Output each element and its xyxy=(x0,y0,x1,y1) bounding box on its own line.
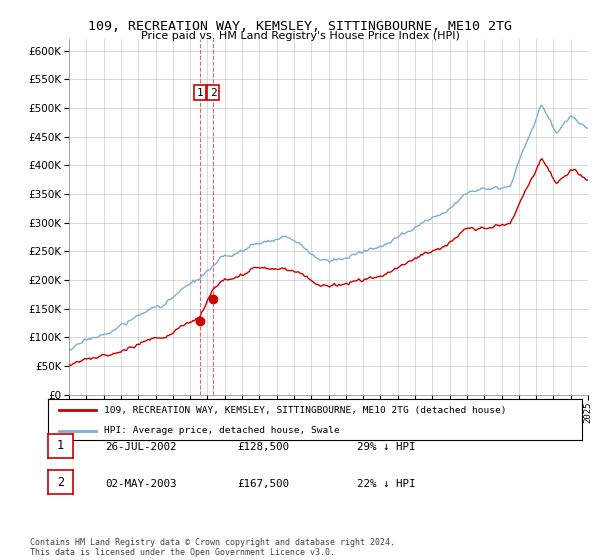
Text: £128,500: £128,500 xyxy=(237,442,289,452)
Text: 2: 2 xyxy=(210,87,217,97)
Text: 2: 2 xyxy=(57,475,64,489)
Text: £167,500: £167,500 xyxy=(237,479,289,489)
Text: Contains HM Land Registry data © Crown copyright and database right 2024.
This d: Contains HM Land Registry data © Crown c… xyxy=(30,538,395,557)
Text: 1: 1 xyxy=(57,439,64,452)
Text: 02-MAY-2003: 02-MAY-2003 xyxy=(105,479,176,489)
Text: 109, RECREATION WAY, KEMSLEY, SITTINGBOURNE, ME10 2TG (detached house): 109, RECREATION WAY, KEMSLEY, SITTINGBOU… xyxy=(104,405,506,414)
Text: 22% ↓ HPI: 22% ↓ HPI xyxy=(357,479,415,489)
Text: HPI: Average price, detached house, Swale: HPI: Average price, detached house, Swal… xyxy=(104,426,340,435)
Text: 29% ↓ HPI: 29% ↓ HPI xyxy=(357,442,415,452)
Text: Price paid vs. HM Land Registry's House Price Index (HPI): Price paid vs. HM Land Registry's House … xyxy=(140,31,460,41)
Text: 26-JUL-2002: 26-JUL-2002 xyxy=(105,442,176,452)
Text: 109, RECREATION WAY, KEMSLEY, SITTINGBOURNE, ME10 2TG: 109, RECREATION WAY, KEMSLEY, SITTINGBOU… xyxy=(88,20,512,32)
Text: 1: 1 xyxy=(197,87,203,97)
